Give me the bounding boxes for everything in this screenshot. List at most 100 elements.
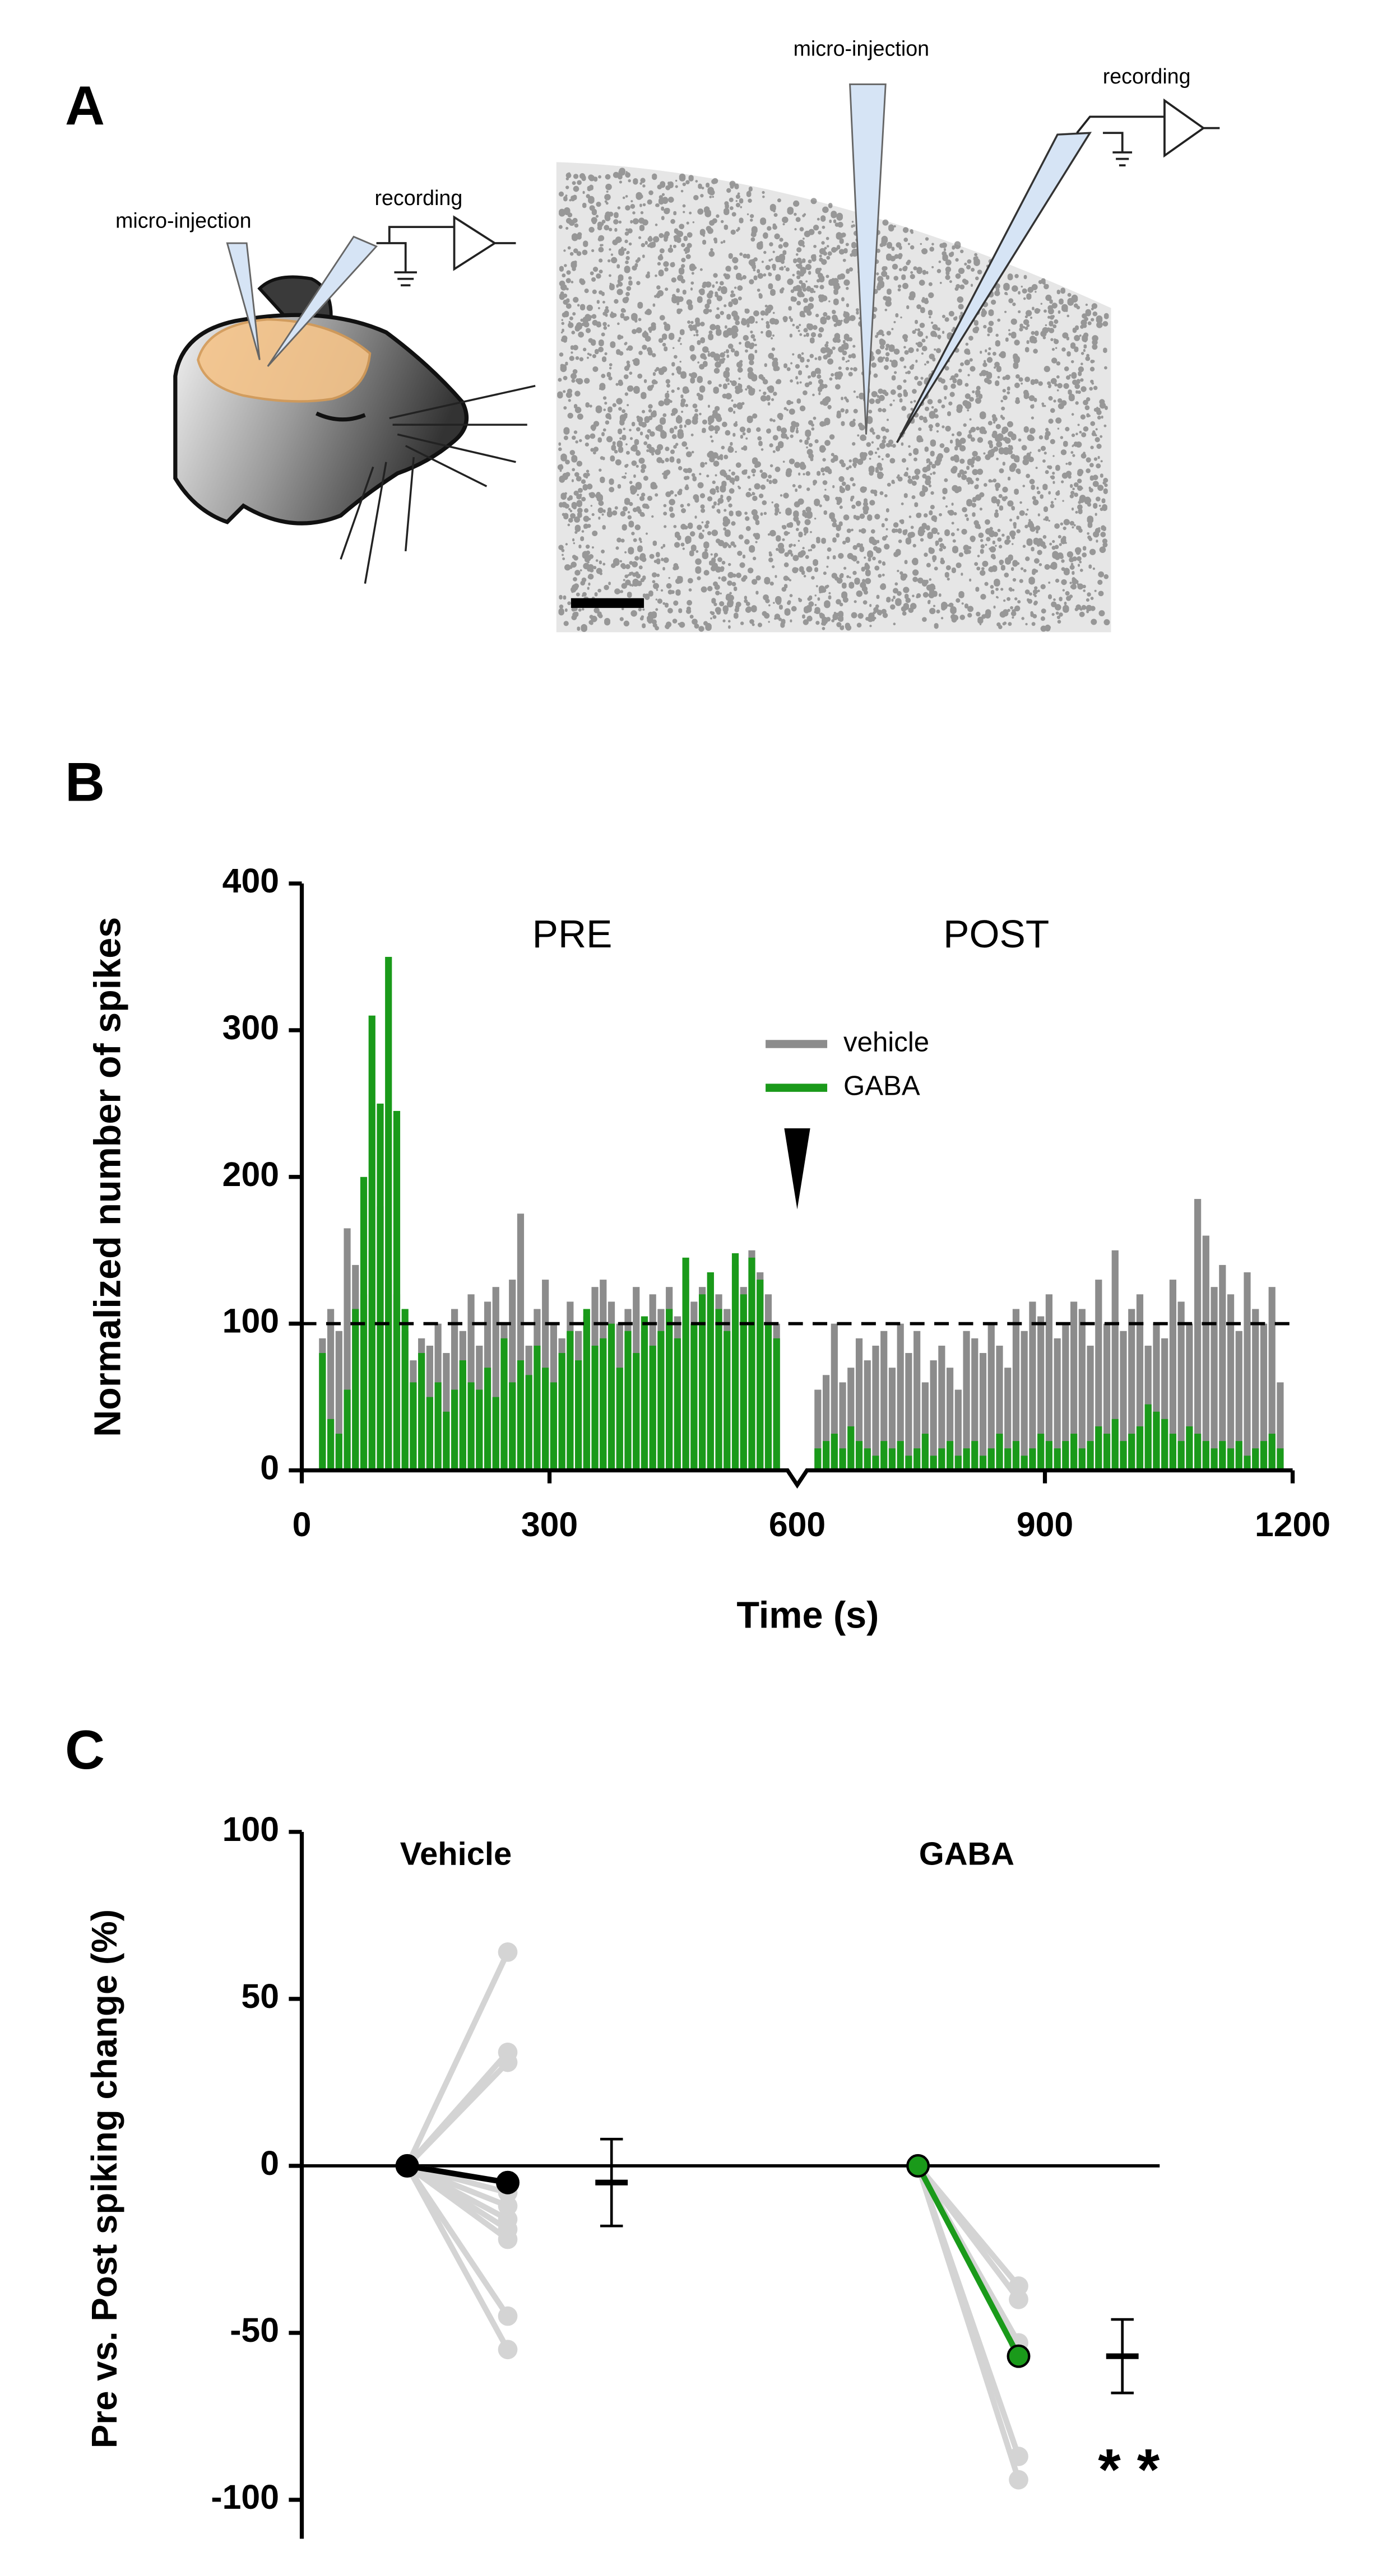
y-tick-label: 400 <box>222 862 279 900</box>
bar <box>476 1389 483 1471</box>
panel-label: A <box>65 75 105 137</box>
charts: B 0 100 200 300 400 0 300 600 900 1200 Normalized n… <box>65 751 1330 2539</box>
bar <box>1194 1199 1202 1471</box>
bar <box>1070 1301 1078 1471</box>
bar <box>1029 1301 1036 1471</box>
subject-point <box>1009 2289 1028 2309</box>
bar <box>1144 1404 1152 1471</box>
bar <box>1021 1456 1028 1471</box>
bar <box>872 1345 879 1471</box>
bar <box>1095 1426 1102 1471</box>
bar <box>707 1272 714 1471</box>
mouse-illustration <box>173 215 536 584</box>
bar <box>459 1360 466 1471</box>
subject-point <box>498 1942 518 1962</box>
bar <box>897 1441 904 1471</box>
bar <box>1177 1301 1185 1471</box>
bar <box>1219 1441 1226 1471</box>
bar <box>1268 1434 1276 1471</box>
bar <box>1120 1331 1127 1471</box>
bar <box>484 1368 491 1471</box>
bar <box>674 1338 681 1471</box>
mean-line <box>915 2164 1021 2358</box>
bar <box>864 1360 871 1471</box>
bar <box>443 1411 450 1471</box>
y-tick-label: -100 <box>211 2478 279 2516</box>
bar <box>1045 1294 1053 1471</box>
bar <box>731 1253 739 1471</box>
bar <box>410 1382 417 1471</box>
whiskers <box>340 384 536 584</box>
x-axis <box>302 1468 1293 1489</box>
bar <box>764 1323 772 1471</box>
bar <box>864 1448 871 1471</box>
bar <box>1045 1441 1053 1471</box>
bar <box>987 1448 995 1471</box>
bar <box>1277 1448 1284 1471</box>
bar <box>823 1441 830 1471</box>
y-tick-label: 200 <box>222 1155 279 1193</box>
bar <box>1136 1426 1144 1471</box>
bar <box>930 1456 937 1471</box>
panel-label: B <box>65 751 105 812</box>
subject-line <box>405 1951 511 2168</box>
subject-point <box>498 2196 518 2216</box>
bar <box>633 1353 640 1471</box>
bar <box>550 1382 557 1471</box>
y-tick-label: 300 <box>222 1008 279 1047</box>
mean-line <box>406 2163 508 2186</box>
bar <box>624 1331 632 1471</box>
bar <box>757 1280 764 1471</box>
bar <box>963 1448 970 1471</box>
bar <box>1268 1287 1276 1471</box>
bar <box>1037 1434 1045 1471</box>
bar <box>591 1345 599 1471</box>
bar <box>872 1456 879 1471</box>
subject-line <box>405 2163 510 2242</box>
bar <box>574 1360 582 1471</box>
bar <box>1004 1448 1012 1471</box>
bar <box>1111 1250 1119 1471</box>
bar <box>1194 1434 1202 1471</box>
y-tick-label: 100 <box>222 1810 279 1848</box>
group-title: GABA <box>919 1836 1014 1872</box>
bar <box>335 1434 342 1471</box>
bar <box>855 1338 863 1471</box>
bar <box>715 1309 722 1471</box>
bar <box>839 1448 846 1471</box>
annotation: micro-injection <box>115 208 251 232</box>
bar <box>855 1441 863 1471</box>
annotation: recording <box>374 186 462 210</box>
bar <box>426 1397 433 1471</box>
x-tick-label: 0 <box>293 1505 312 1543</box>
subject-line <box>405 2164 511 2351</box>
subject-point <box>498 2306 518 2326</box>
y-tick-label: -50 <box>230 2311 279 2349</box>
y-axis-label: Pre vs. Post spiking change (%) <box>85 1909 124 2448</box>
bar <box>451 1389 458 1471</box>
bar <box>327 1419 335 1471</box>
bar <box>567 1331 574 1471</box>
bar <box>905 1456 912 1471</box>
y-tick-label: 100 <box>222 1302 279 1340</box>
mean-post-point <box>1007 2344 1031 2368</box>
y-tick-label: 0 <box>260 2144 279 2182</box>
group-title: Vehicle <box>400 1836 512 1872</box>
bar <box>600 1338 607 1471</box>
bar <box>1169 1434 1177 1471</box>
subject-line <box>915 2165 1022 2481</box>
bar <box>1235 1331 1242 1471</box>
bar <box>344 1389 351 1471</box>
bar <box>467 1382 475 1471</box>
bar <box>938 1448 945 1471</box>
bar <box>690 1323 698 1471</box>
bar <box>724 1331 731 1471</box>
tissue-texture <box>557 168 1110 633</box>
subject-point <box>1009 2447 1028 2466</box>
bar <box>897 1323 904 1471</box>
pipette <box>267 235 378 367</box>
bar <box>641 1316 648 1471</box>
bar <box>385 956 392 1471</box>
y-axis-label: Normalized number of spikes <box>87 917 129 1437</box>
